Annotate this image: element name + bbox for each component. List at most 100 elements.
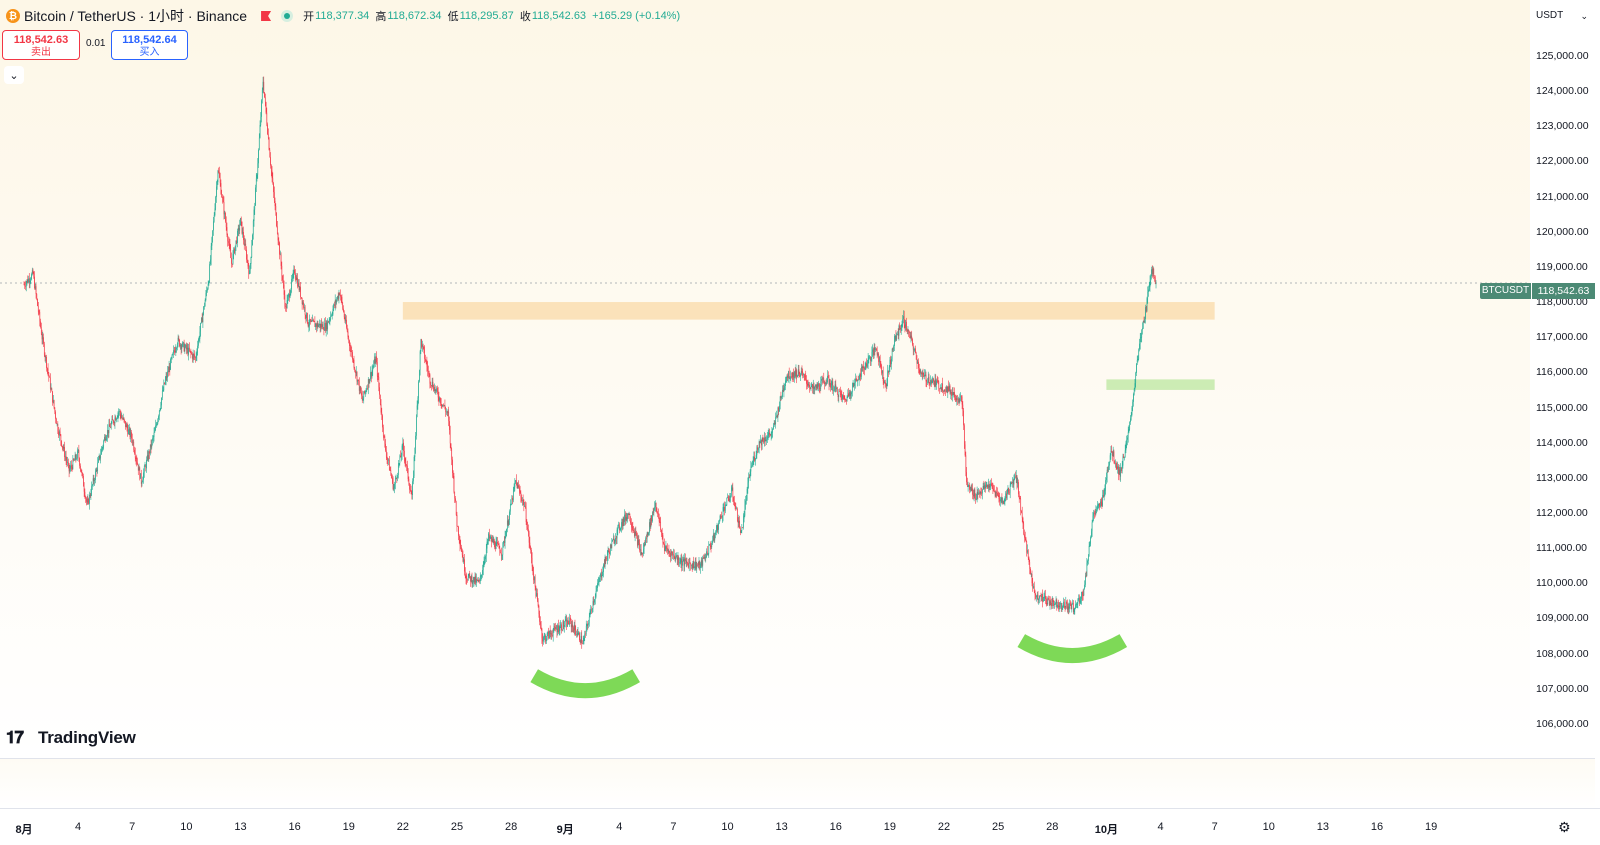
candle-body [637, 540, 639, 546]
candle-body [303, 302, 304, 308]
candle-body [1015, 475, 1017, 478]
candle-body [809, 387, 811, 390]
candle-body [946, 387, 948, 393]
candle-body [528, 532, 530, 543]
candle-body [896, 334, 898, 340]
candle-body [1072, 602, 1074, 612]
candle-body [927, 377, 929, 382]
candle-body [870, 356, 871, 361]
candle-body [748, 477, 749, 483]
candle-body [1142, 321, 1144, 329]
candle-body [325, 322, 327, 331]
candle-body [853, 382, 855, 386]
candle-body [107, 429, 108, 437]
candle-body [900, 328, 901, 330]
candle-body [198, 338, 200, 340]
collapse-button[interactable]: ⌄ [4, 66, 24, 84]
buy-button[interactable]: 118,542.64 买入 [111, 30, 188, 60]
candle-body [386, 456, 388, 459]
currency-select[interactable]: USDT ⌄ [1530, 5, 1594, 27]
candle-body [1150, 276, 1152, 281]
candle-body [950, 391, 952, 394]
candle-body [582, 641, 584, 644]
candle-body [485, 548, 487, 557]
candle-body [54, 407, 56, 413]
time-tick-label: 19 [1424, 821, 1438, 833]
flag-icon[interactable] [261, 11, 272, 21]
candle-body [514, 482, 516, 488]
candle-body [291, 278, 292, 290]
candle-body [646, 532, 648, 539]
candle-body [63, 447, 65, 449]
candle-body [749, 477, 750, 478]
tradingview-logo[interactable]: 𝟏𝟕 TradingView [6, 728, 136, 748]
candle-body [961, 396, 963, 405]
sell-button[interactable]: 118,542.63 卖出 [2, 30, 80, 60]
candle-body [77, 450, 78, 459]
candle-body [920, 372, 922, 373]
candle-body [402, 442, 404, 446]
candle-body [832, 381, 834, 391]
candle-body [1052, 597, 1054, 602]
candle-body [752, 460, 754, 465]
candle-body [403, 442, 404, 451]
candle-body [479, 580, 480, 582]
candle-body [822, 378, 824, 380]
candle-body [926, 381, 928, 382]
candle-body [558, 625, 559, 633]
candle-body [1063, 601, 1064, 608]
candle-body [680, 558, 682, 563]
candle-body [348, 337, 350, 341]
candle-body [692, 561, 694, 569]
symbol-title[interactable]: Bitcoin / TetherUS · 1小时 · Binance [24, 8, 248, 24]
candle-body [923, 374, 925, 377]
candle-body [1014, 476, 1016, 478]
candle-body [504, 536, 506, 543]
candle-body [332, 309, 334, 315]
candle-body [593, 601, 595, 603]
bottom-arc [530, 669, 640, 699]
time-axis[interactable]: ⚙ 8月 4 7 10 13 16 19 22 25 28 9月 4 7 10 13 16 19 22 25 28 10… [0, 808, 1600, 845]
candle-body [1130, 418, 1131, 422]
candle-body [623, 518, 625, 522]
candle-body [1109, 455, 1111, 462]
candle-body [154, 430, 156, 433]
candle-body [730, 495, 731, 498]
candle-body [212, 230, 214, 238]
candle-body [503, 541, 504, 544]
candle-body [1132, 401, 1134, 408]
chevron-down-icon: ⌄ [9, 69, 19, 82]
candle-body [176, 347, 177, 350]
candle-body [76, 458, 77, 460]
candle-body [357, 379, 359, 382]
candle-body [1097, 505, 1098, 510]
candle-body [677, 557, 679, 560]
candle-body [140, 473, 141, 479]
candle-body [778, 407, 780, 412]
candle-body [776, 415, 778, 418]
candle-body [849, 392, 851, 396]
candle-body [1059, 604, 1061, 607]
candle-body [967, 485, 969, 487]
candle-body [905, 321, 907, 328]
candle-body [152, 438, 153, 441]
candle-body [951, 391, 953, 396]
candle-body [205, 292, 207, 301]
gear-icon[interactable]: ⚙ [1558, 819, 1571, 835]
candle-body [785, 377, 787, 381]
candle-body [437, 388, 438, 393]
candle-body [845, 400, 847, 401]
candle-body [515, 480, 516, 483]
candle-body [605, 556, 607, 559]
candle-body [85, 497, 86, 499]
candle-body [1136, 360, 1138, 364]
candle-body [465, 576, 467, 579]
candle-body [390, 470, 392, 475]
candle-body [594, 599, 595, 603]
candle-body [430, 383, 432, 386]
candle-body [868, 357, 870, 359]
candle-body [733, 497, 734, 502]
candle-body [181, 346, 183, 349]
logo-text: TradingView [38, 728, 136, 747]
